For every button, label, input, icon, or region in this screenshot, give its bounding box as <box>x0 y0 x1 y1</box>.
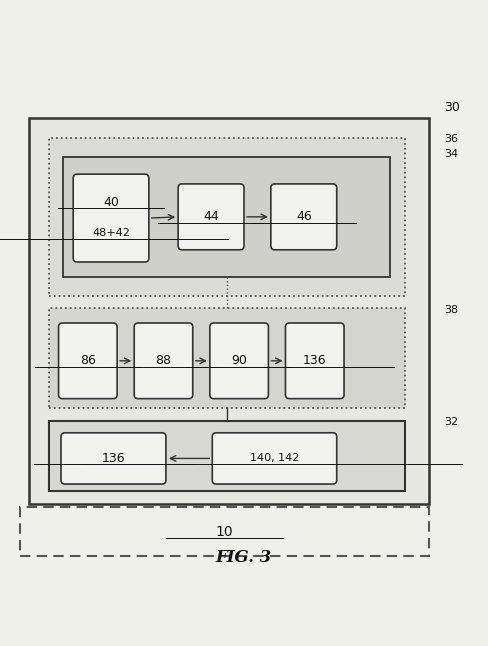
FancyBboxPatch shape <box>134 323 193 399</box>
Text: 40: 40 <box>103 196 119 209</box>
Text: 136: 136 <box>303 354 326 368</box>
FancyBboxPatch shape <box>59 323 117 399</box>
Bar <box>49 138 405 296</box>
FancyBboxPatch shape <box>271 184 337 250</box>
Text: 36: 36 <box>444 134 458 145</box>
FancyBboxPatch shape <box>210 323 268 399</box>
Text: 32: 32 <box>444 417 458 426</box>
FancyBboxPatch shape <box>212 433 337 484</box>
Text: 38: 38 <box>444 306 458 315</box>
Text: 46: 46 <box>296 211 312 224</box>
Bar <box>63 157 390 276</box>
Bar <box>49 421 405 492</box>
FancyBboxPatch shape <box>178 184 244 250</box>
Bar <box>49 308 405 408</box>
FancyBboxPatch shape <box>285 323 344 399</box>
Text: 34: 34 <box>444 149 458 159</box>
Text: 44: 44 <box>203 211 219 224</box>
Bar <box>20 508 429 556</box>
FancyBboxPatch shape <box>61 433 166 484</box>
Text: 10: 10 <box>216 525 233 539</box>
Text: 30: 30 <box>444 101 460 114</box>
Text: 86: 86 <box>80 354 96 368</box>
Bar <box>29 118 429 504</box>
FancyBboxPatch shape <box>73 174 149 262</box>
Text: 88: 88 <box>156 354 171 368</box>
Text: 90: 90 <box>231 354 247 368</box>
Text: 140, 142: 140, 142 <box>250 453 299 463</box>
Text: 48+42: 48+42 <box>92 228 130 238</box>
Text: 136: 136 <box>102 452 125 465</box>
Text: FIG. 3: FIG. 3 <box>216 549 272 566</box>
